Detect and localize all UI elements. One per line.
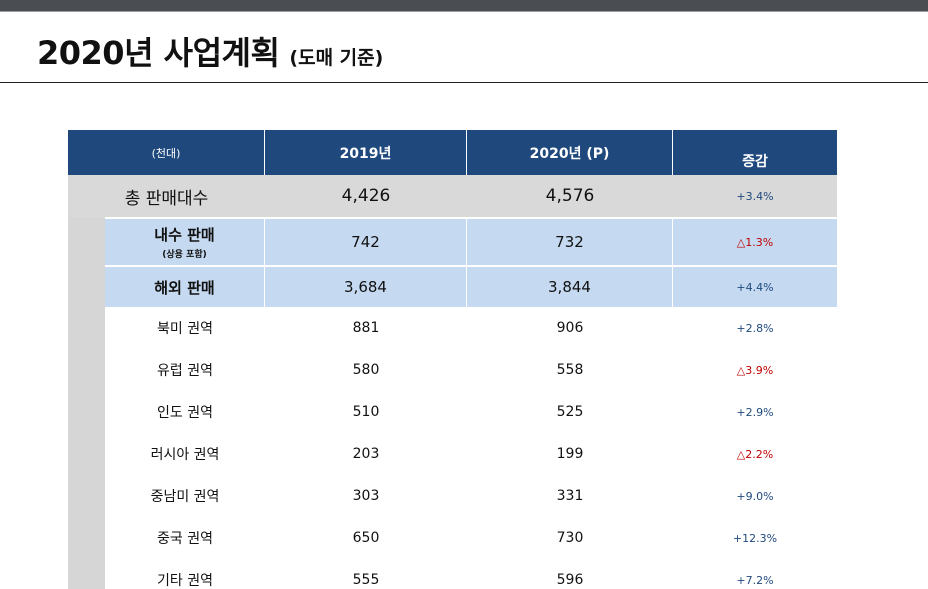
region-row: 유럽 권역 580 558 △3.9% [105,349,837,391]
region-label: 북미 권역 [157,321,213,337]
total-row: 총 판매대수 4,426 4,576 +3.4% [68,175,837,217]
total-2020: 4,576 [545,186,595,206]
region-row: 러시아 권역 203 199 △2.2% [105,433,837,475]
region-row: 기타 권역 555 596 +7.2% [105,559,837,589]
sales-plan-table: (천대) 2019년 2020년 (P) 증감 총 판매대수 4,426 4,5… [68,130,837,589]
region-label: 중남미 권역 [150,489,220,505]
region-row: 북미 권역 881 906 +2.8% [105,307,837,349]
region-2020: 331 [556,488,584,504]
region-2020: 906 [556,320,584,336]
top-bar-divider [0,11,928,12]
region-label: 중국 권역 [157,531,213,547]
region-label: 러시아 권역 [150,447,220,463]
region-change: +7.2% [736,573,774,587]
region-2020: 525 [556,404,584,420]
header-change: 증감 [742,154,768,170]
header-2019: 2019년 [265,130,467,175]
region-2019: 203 [352,446,380,462]
region-change: +12.3% [732,531,778,545]
domestic-note: (상용 포함) [162,250,207,260]
region-2019: 881 [352,320,380,336]
domestic-2020: 732 [467,219,673,265]
overseas-2019: 3,684 [265,267,467,307]
table-header-row: (천대) 2019년 2020년 (P) 증감 [68,130,837,175]
region-2019: 303 [352,488,380,504]
region-label: 유럽 권역 [157,363,213,379]
page-title: 2020년 사업계획 (도매 기준) [37,28,383,74]
overseas-change: +4.4% [736,280,774,294]
region-change: +9.0% [736,489,774,503]
title-underline [0,82,928,83]
region-2020: 558 [556,362,584,378]
region-row: 중남미 권역 303 331 +9.0% [105,475,837,517]
header-unit: (천대) [68,130,265,175]
domestic-label: 내수 판매 [154,226,215,244]
region-2019: 580 [352,362,380,378]
region-change: +2.8% [736,321,774,335]
region-2020: 199 [556,446,584,462]
region-2019: 555 [352,572,380,588]
region-row: 중국 권역 650 730 +12.3% [105,517,837,559]
title-subtitle: (도매 기준) [289,47,384,69]
table-side-bar [68,175,105,589]
top-bar [0,0,928,11]
region-row: 인도 권역 510 525 +2.9% [105,391,837,433]
domestic-row: 내수 판매 (상용 포함) 742 732 △1.3% [105,219,837,265]
region-label: 인도 권역 [157,405,213,421]
region-change: △3.9% [736,363,774,377]
domestic-label-cell: 내수 판매 (상용 포함) [105,219,265,265]
overseas-label: 해외 판매 [105,267,265,307]
region-2019: 510 [352,404,380,420]
title-main: 2020년 사업계획 [37,34,280,72]
region-change: △2.2% [736,447,774,461]
region-label: 기타 권역 [157,573,213,589]
total-label: 총 판매대수 [124,188,209,209]
total-change: +3.4% [736,189,774,203]
region-2020: 596 [556,572,584,588]
domestic-2019: 742 [265,219,467,265]
region-2020: 730 [556,530,584,546]
total-2019: 4,426 [341,186,391,206]
overseas-row: 해외 판매 3,684 3,844 +4.4% [105,267,837,307]
region-2019: 650 [352,530,380,546]
overseas-2020: 3,844 [467,267,673,307]
domestic-change: △1.3% [736,235,774,249]
region-change: +2.9% [736,405,774,419]
header-2020: 2020년 (P) [467,130,673,175]
